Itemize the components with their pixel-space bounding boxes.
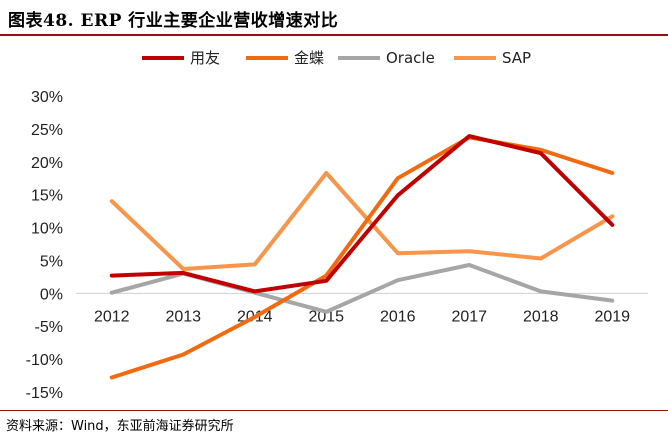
x-tick-label: 2012 bbox=[94, 308, 130, 325]
y-tick-label: 5% bbox=[40, 253, 63, 270]
y-axis: -15% -10% -5% 0% 5% 10% 15% 20% 25% 30% bbox=[26, 89, 63, 402]
x-axis: 2012 2013 2014 2015 2016 2017 2018 2019 bbox=[94, 308, 630, 325]
legend-label: SAP bbox=[502, 49, 531, 67]
source-note: 资料来源：Wind，东亚前海证券研究所 bbox=[6, 419, 234, 434]
legend-label: Oracle bbox=[386, 49, 435, 67]
y-tick-label: 20% bbox=[31, 155, 63, 172]
y-tick-label: -15% bbox=[26, 385, 63, 402]
y-tick-label: 15% bbox=[31, 188, 63, 205]
x-tick-label: 2019 bbox=[594, 308, 630, 325]
x-tick-label: 2017 bbox=[451, 308, 487, 325]
x-tick-label: 2013 bbox=[165, 308, 201, 325]
title-rule bbox=[0, 34, 668, 36]
y-tick-label: -10% bbox=[26, 352, 63, 369]
series-lines bbox=[109, 134, 615, 380]
x-tick-label: 2018 bbox=[523, 308, 559, 325]
x-tick-label: 2015 bbox=[308, 308, 344, 325]
legend-label: 用友 bbox=[190, 49, 220, 67]
y-tick-label: -5% bbox=[35, 319, 63, 336]
y-tick-label: 25% bbox=[31, 122, 63, 139]
y-tick-label: 0% bbox=[40, 286, 63, 303]
source-rule bbox=[0, 410, 668, 411]
y-tick-label: 30% bbox=[31, 89, 63, 106]
series-line-1 bbox=[109, 135, 615, 380]
chart-title: 图表48. ERP 行业主要企业营收增速对比 bbox=[8, 11, 339, 31]
legend-label: 金蝶 bbox=[294, 49, 324, 67]
x-tick-label: 2016 bbox=[380, 308, 416, 325]
series-line-3 bbox=[109, 171, 615, 271]
series-line-0 bbox=[109, 134, 615, 294]
y-tick-label: 10% bbox=[31, 221, 63, 238]
legend: 用友 金蝶 Oracle SAP bbox=[142, 49, 531, 67]
